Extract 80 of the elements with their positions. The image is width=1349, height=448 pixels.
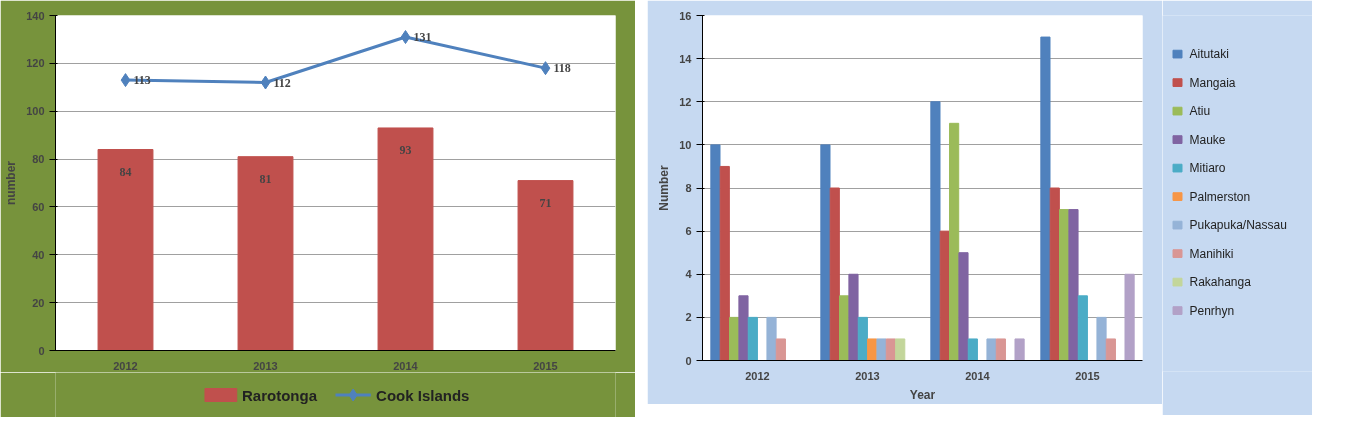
legend-label: Aitutaki <box>1189 47 1229 62</box>
x-tick-label: 2014 <box>965 369 991 382</box>
x-tick-label: 2012 <box>745 369 770 382</box>
bar <box>1068 209 1079 361</box>
y-tick-label: 4 <box>685 268 693 281</box>
point <box>400 30 411 45</box>
y-tick-label: 14 <box>679 52 693 65</box>
bar <box>517 180 574 351</box>
x-tick-label: 2014 <box>393 359 419 372</box>
bar <box>829 187 840 361</box>
bar <box>237 156 294 351</box>
legend-label: Atiu <box>1189 104 1211 119</box>
bar <box>958 252 969 361</box>
y-tick-label: 20 <box>32 296 45 309</box>
legend-label: Pukapuka/Nassau <box>1189 218 1287 233</box>
bar <box>820 144 831 361</box>
y-tick-label: 6 <box>685 225 692 238</box>
bar <box>377 127 434 351</box>
bar <box>1049 187 1060 361</box>
bar <box>719 165 730 361</box>
data-label: 71 <box>539 195 552 210</box>
bar <box>1014 338 1025 361</box>
data-label: 118 <box>553 61 571 76</box>
x-tick-label: 2015 <box>1075 369 1100 382</box>
y-axis-title: Number <box>657 165 672 211</box>
point <box>540 61 551 76</box>
x-tick-label: 2013 <box>253 359 278 372</box>
bar <box>710 144 721 361</box>
legend-label: Mitiaro <box>1189 161 1226 176</box>
y-tick-label: 0 <box>685 354 692 367</box>
bar <box>1096 316 1107 361</box>
bar <box>97 149 154 351</box>
bar <box>1124 273 1135 361</box>
data-label: 93 <box>399 142 412 157</box>
legend-label: Mauke <box>1189 132 1226 147</box>
bar <box>876 338 887 361</box>
bar <box>949 122 960 361</box>
bar <box>995 338 1006 361</box>
legend-label: Mangaia <box>1189 75 1236 90</box>
bar <box>1077 295 1088 361</box>
x-axis-title: Year <box>909 387 936 402</box>
point <box>120 73 131 88</box>
y-tick-label: 100 <box>26 105 45 118</box>
y-tick-label: 60 <box>32 200 45 213</box>
x-tick-label: 2013 <box>855 369 880 382</box>
y-tick-label: 8 <box>685 182 692 194</box>
bar <box>738 295 749 361</box>
bar <box>775 338 786 361</box>
y-tick-label: 12 <box>679 95 692 108</box>
data-label: 81 <box>259 171 272 186</box>
legend-label: Manihiki <box>1189 246 1234 261</box>
legend-label: Penrhyn <box>1189 303 1235 318</box>
bar <box>986 338 997 361</box>
y-tick-label: 10 <box>679 138 692 151</box>
bar <box>930 101 941 361</box>
data-label: 112 <box>273 75 291 90</box>
bar <box>895 338 906 361</box>
y-axis-title: number <box>4 160 19 205</box>
bar <box>967 338 978 361</box>
legend-label: Rarotonga <box>242 386 318 404</box>
bar <box>747 316 758 361</box>
x-tick-label: 2015 <box>533 359 558 372</box>
y-tick-label: 2 <box>685 311 692 324</box>
point <box>260 75 271 90</box>
y-tick-label: 80 <box>32 153 45 166</box>
legend-label: Rakahanga <box>1189 275 1252 290</box>
y-tick-label: 40 <box>32 248 45 261</box>
x-tick-label: 2012 <box>113 359 138 372</box>
bar <box>766 316 777 361</box>
bar <box>1040 36 1051 361</box>
data-label: 84 <box>119 164 132 179</box>
bar <box>1105 338 1116 361</box>
y-tick-label: 140 <box>26 9 45 22</box>
legend-label: Cook Islands <box>376 386 470 404</box>
bar <box>857 316 868 361</box>
y-tick-label: 120 <box>26 57 45 70</box>
y-tick-label: 16 <box>679 9 692 22</box>
y-tick-label: 0 <box>38 344 45 357</box>
legend-label: Palmerston <box>1189 189 1251 204</box>
bar <box>848 273 859 361</box>
